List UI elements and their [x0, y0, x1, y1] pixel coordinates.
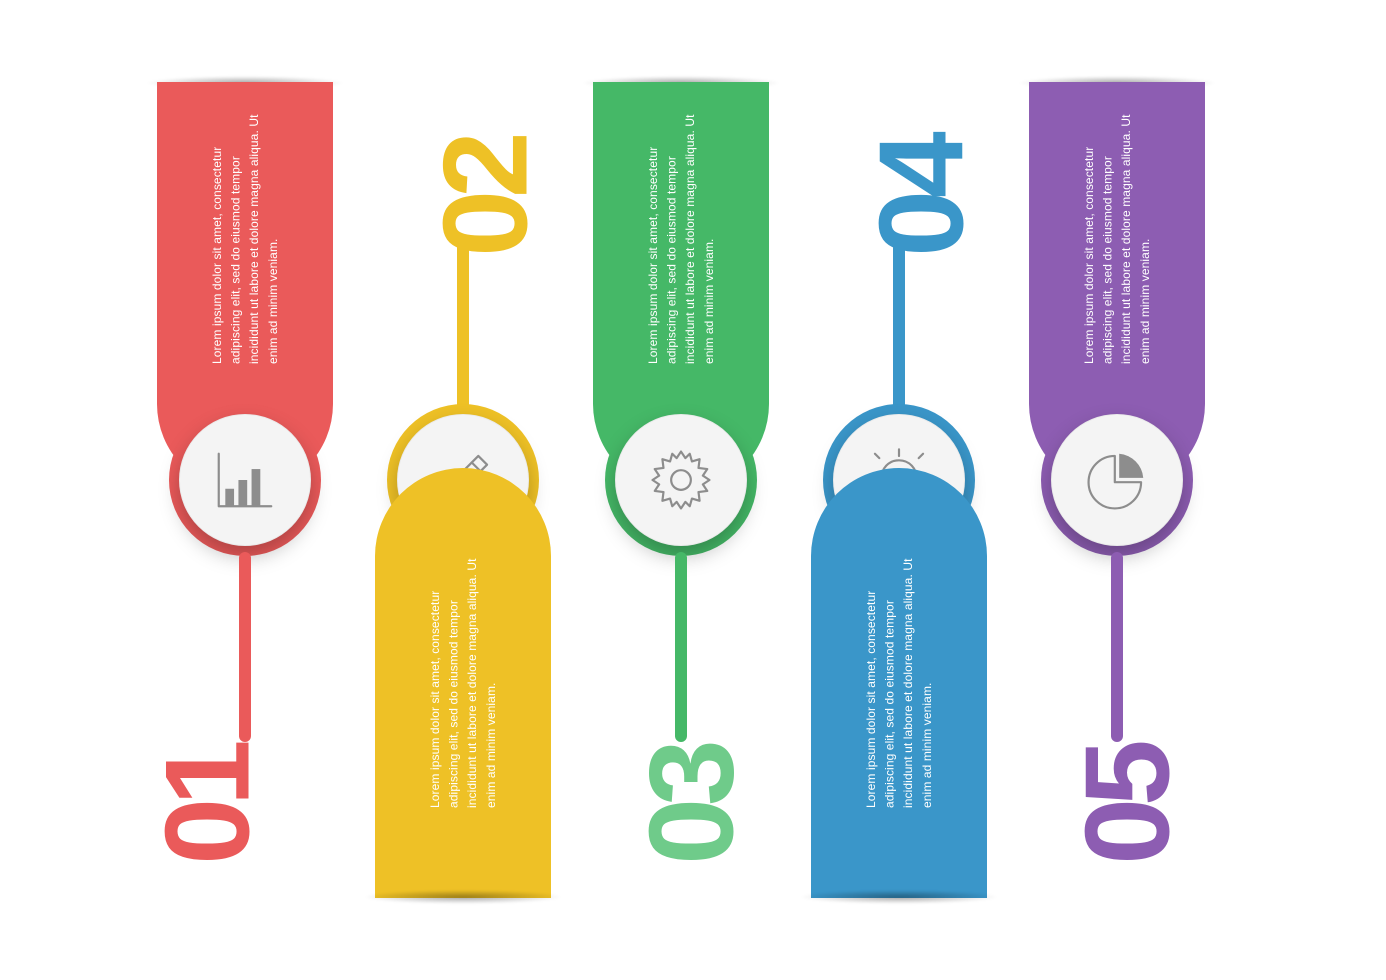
- stem-05: [1111, 552, 1123, 742]
- number-01: 01: [148, 747, 268, 864]
- icon-circle-03: [615, 414, 747, 546]
- column-03: Lorem ipsum dolor sit amet, consectetur …: [593, 82, 769, 882]
- stem-04: [893, 242, 905, 422]
- ribbon-02: Lorem ipsum dolor sit amet, consectetur …: [375, 468, 551, 898]
- infographic-stage: Lorem ipsum dolor sit amet, consectetur …: [0, 0, 1386, 980]
- column-01: Lorem ipsum dolor sit amet, consectetur …: [157, 82, 333, 882]
- gear-icon: [646, 445, 716, 515]
- column-02: 02 Lorem ipsum dolor sit amet, consectet…: [375, 82, 551, 898]
- number-04: 04: [862, 139, 982, 256]
- body-text-01: Lorem ipsum dolor sit amet, consectetur …: [208, 104, 282, 364]
- number-02: 02: [426, 139, 546, 256]
- stem-01: [239, 552, 251, 742]
- body-text-05: Lorem ipsum dolor sit amet, consectetur …: [1080, 104, 1154, 364]
- column-05: Lorem ipsum dolor sit amet, consectetur …: [1029, 82, 1205, 882]
- body-text-04: Lorem ipsum dolor sit amet, consectetur …: [862, 548, 936, 808]
- column-04: 04 Lorem ipsum dolor sit amet, consectet…: [811, 82, 987, 898]
- body-text-03: Lorem ipsum dolor sit amet, consectetur …: [644, 104, 718, 364]
- bar-chart-icon: [210, 445, 280, 515]
- ribbon-04: Lorem ipsum dolor sit amet, consectetur …: [811, 468, 987, 898]
- stem-02: [457, 242, 469, 422]
- body-text-02: Lorem ipsum dolor sit amet, consectetur …: [426, 548, 500, 808]
- icon-circle-05: [1051, 414, 1183, 546]
- icon-circle-01: [179, 414, 311, 546]
- number-05: 05: [1068, 747, 1188, 864]
- number-03: 03: [632, 747, 752, 864]
- stem-03: [675, 552, 687, 742]
- pie-chart-icon: [1082, 445, 1152, 515]
